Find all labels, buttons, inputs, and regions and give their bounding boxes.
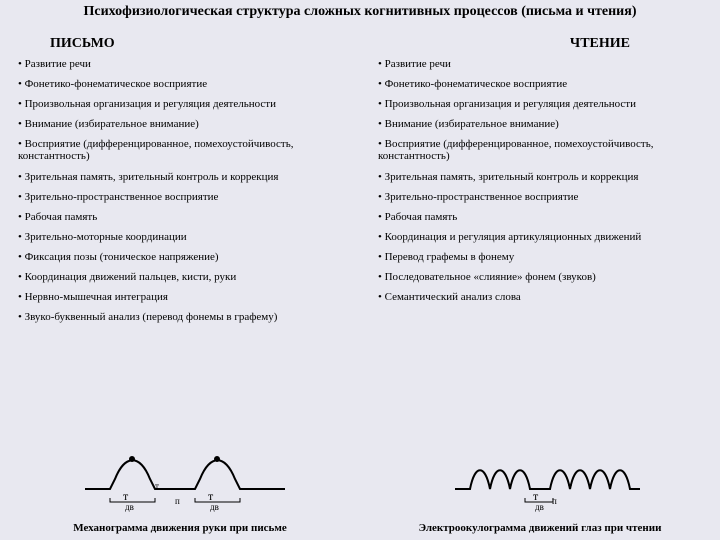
list-item: • Зрительная память, зрительный контроль…: [378, 171, 718, 183]
list-item: • Звуко-буквенный анализ (перевод фонемы…: [18, 311, 358, 323]
right-column: • Развитие речи • Фонетико-фонематическое…: [378, 58, 718, 311]
list-item: • Нервно-мышечная интеграция: [18, 291, 358, 303]
svg-text:дв: дв: [535, 502, 544, 512]
list-item: • Координация движений пальцев, кисти, р…: [18, 271, 358, 283]
list-item: • Координация и регуляция артикуляционны…: [378, 231, 718, 243]
list-item: • Восприятие (дифференцированное, помехо…: [378, 138, 718, 162]
caption-left: Механограмма движения руки при письме: [20, 522, 340, 534]
list-item: • Зрительная память, зрительный контроль…: [18, 171, 358, 183]
svg-text:п: п: [175, 496, 180, 506]
list-item: • Семантический анализ слова: [378, 291, 718, 303]
svg-text:т: т: [533, 489, 539, 503]
page-title: Психофизиологическая структура сложных к…: [30, 4, 690, 21]
list-item: • Фонетико-фонематическое восприятие: [378, 78, 718, 90]
list-item: • Фонетико-фонематическое восприятие: [18, 78, 358, 90]
list-item: • Внимание (избирательное внимание): [18, 118, 358, 130]
caption-right: Электроокулограмма движений глаз при чте…: [380, 522, 700, 534]
waveform-right: т т пдв: [400, 444, 700, 514]
list-item: • Восприятие (дифференцированное, помехо…: [18, 138, 358, 162]
left-column-heading: ПИСЬМО: [50, 36, 115, 52]
list-item: • Произвольная организация и регуляция д…: [18, 98, 358, 110]
svg-text:дв: дв: [125, 502, 134, 512]
list-item: • Рабочая память: [18, 211, 358, 223]
svg-text:т: т: [123, 489, 129, 503]
list-item: • Рабочая память: [378, 211, 718, 223]
right-column-heading: ЧТЕНИЕ: [570, 36, 630, 52]
list-item: • Зрительно-моторные координации: [18, 231, 358, 243]
list-item: • Внимание (избирательное внимание): [378, 118, 718, 130]
left-column: • Развитие речи • Фонетико-фонематическое…: [18, 58, 358, 331]
list-item: • Зрительно-пространственное восприятие: [18, 191, 358, 203]
list-item: • Развитие речи: [18, 58, 358, 70]
svg-text:п: п: [552, 496, 557, 506]
list-item: • Перевод графемы в фонему: [378, 251, 718, 263]
list-item: • Произвольная организация и регуляция д…: [378, 98, 718, 110]
list-item: • Зрительно-пространственное восприятие: [378, 191, 718, 203]
list-item: • Фиксация позы (тоническое напряжение): [18, 251, 358, 263]
svg-text:т: т: [155, 481, 159, 491]
svg-text:т: т: [568, 481, 572, 491]
list-item: • Последовательное «слияние» фонем (звук…: [378, 271, 718, 283]
waveform-left: тттдвпдв: [40, 444, 340, 514]
svg-text:т: т: [208, 489, 214, 503]
svg-text:дв: дв: [210, 502, 219, 512]
list-item: • Развитие речи: [378, 58, 718, 70]
